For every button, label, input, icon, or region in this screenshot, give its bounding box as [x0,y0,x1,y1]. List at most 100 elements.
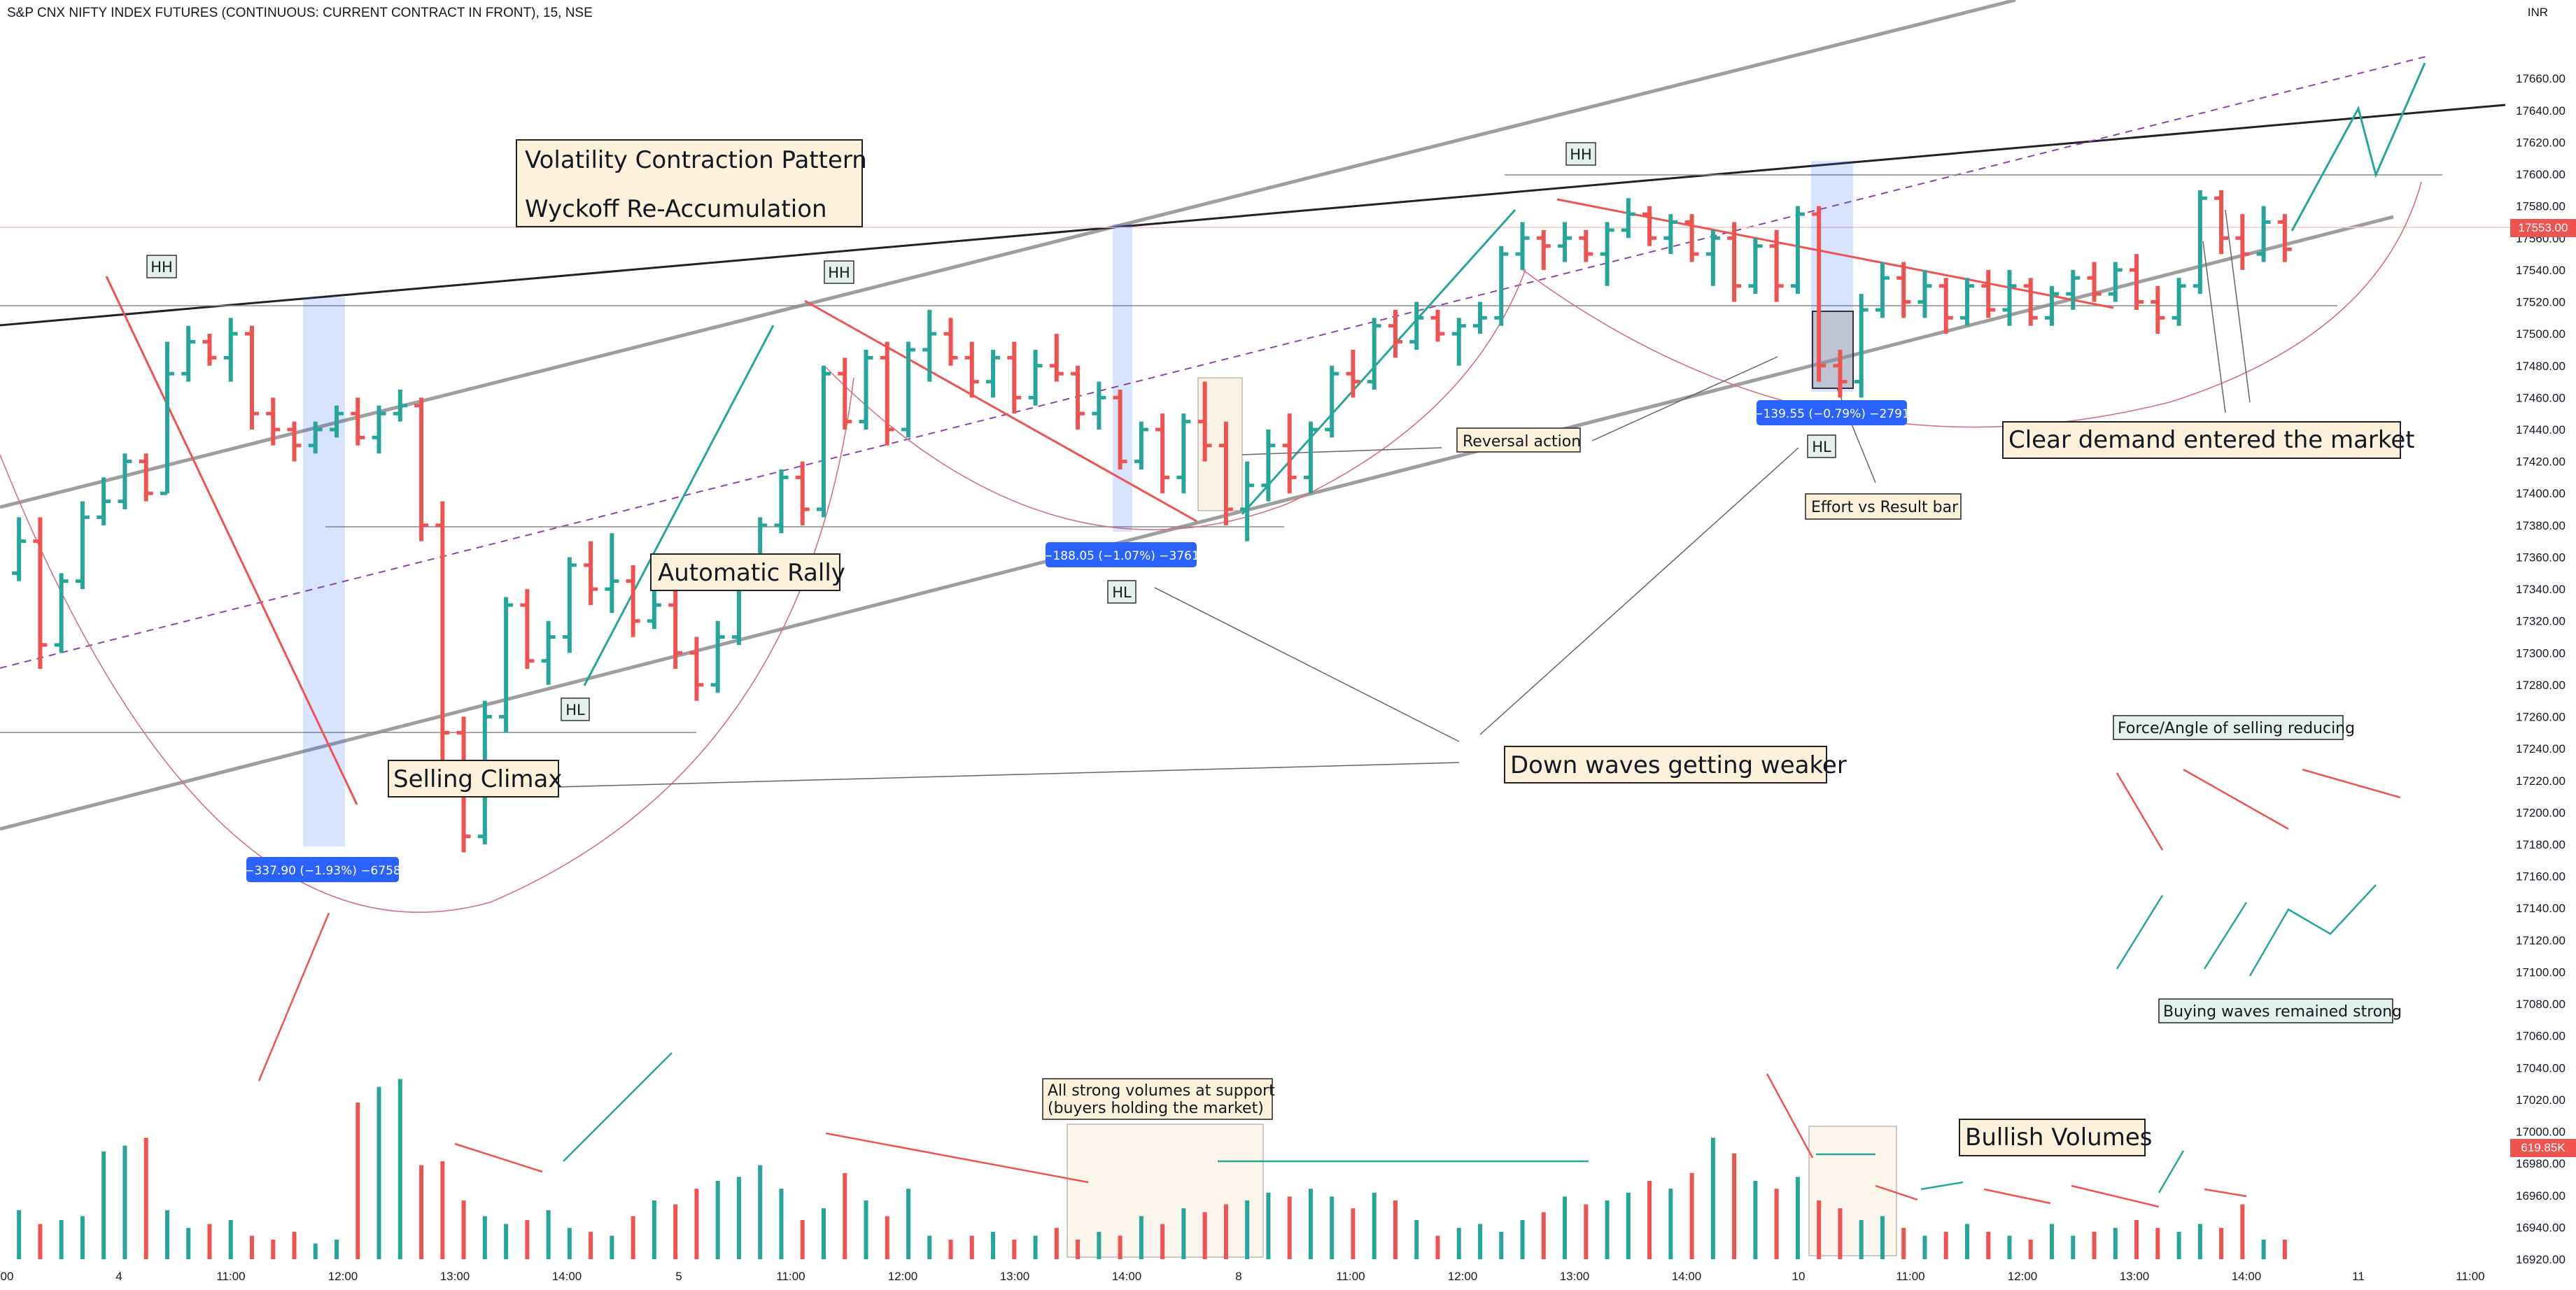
volume-bar [694,1189,699,1259]
time-tick-label: 14:00 [552,1270,582,1283]
vol-arrow-2 [563,1052,673,1162]
time-tick-label: 11:00 [216,1270,245,1283]
price-tick-label: 17220.00 [2516,774,2566,788]
vol-arrow-10 [2071,1184,2160,1208]
measure-label-3: −139.55 (−0.79%) −2791 [1753,400,1910,425]
time-tick-label: 13:00 [440,1270,470,1283]
time-axis: 00 4 11:00 12:00 13:00 14:00 5 11:00 12:00 13:00 1… [1,1270,2485,1283]
volume-bar [2197,1224,2202,1259]
svg-text:Down waves getting weaker: Down waves getting weaker [1510,751,1847,779]
volume-bars [17,1079,2287,1259]
time-tick-label: 13:00 [2120,1270,2150,1283]
price-tick-label: 17200.00 [2516,806,2566,819]
volume-bar [864,1200,868,1259]
svg-text:HH: HH [828,264,850,281]
selling-angle-arrow-2 [2183,768,2289,830]
volume-bar [715,1181,720,1259]
volume-bar [1478,1224,1483,1259]
price-tick-label: 17540.00 [2516,264,2566,277]
volume-bar [779,1189,784,1259]
vol-arrow-12 [2204,1188,2247,1198]
demand-pointer-1 [2202,241,2226,413]
volume-bar [906,1189,911,1259]
volume-bar [1308,1189,1313,1259]
pivot-hl-2: HL [1107,580,1136,604]
volume-bar [1520,1220,1525,1259]
volume-bar [1774,1189,1779,1259]
price-tick-label: 17260.00 [2516,711,2566,724]
time-tick-label: 11 [2352,1270,2365,1283]
svg-text:(buyers holding the market): (buyers holding the market) [1048,1100,1264,1117]
price-axis: 17660.00 17640.00 17620.00 17600.00 17580.00… [2512,0,2576,1290]
price-tick-label: 17080.00 [2516,998,2566,1011]
price-tick-label: 17400.00 [2516,487,2566,500]
svg-text:Force/Angle of selling reducin: Force/Angle of selling reducing [2118,720,2355,737]
note-vcp-text: Volatility Contraction Pattern [525,146,867,174]
price-tick-label: 17600.00 [2516,168,2566,181]
price-tick-label: 17480.00 [2516,360,2566,373]
price-tick-label: 17520.00 [2516,296,2566,309]
price-tick-label: 17280.00 [2516,679,2566,692]
price-axis-bg [2512,0,2576,1290]
volume-bar [1732,1153,1737,1259]
measure-label-1: −337.90 (−1.93%) −6758 [244,857,401,882]
volume-bar [631,1216,635,1259]
volume-bar [482,1216,487,1259]
volume-bar [440,1161,445,1259]
chart-title: S&P CNX NIFTY INDEX FUTURES (CONTINUOUS:… [7,6,593,20]
down-wave-arrow-1 [804,299,1197,523]
volume-bar [207,1224,212,1259]
volume-bar [164,1210,169,1259]
volume-bar [1245,1200,1250,1259]
vol-spike-arrow [258,912,330,1082]
volume-bar [2134,1220,2139,1259]
volume-bar [38,1224,43,1259]
price-tick-label: 17380.00 [2516,519,2566,532]
demand-pointer-2 [2225,209,2251,403]
time-tick-label: 8 [1235,1270,1241,1283]
vol-arrow-9 [1983,1188,2051,1205]
price-tick-label: 17060.00 [2516,1030,2566,1043]
pivot-hl-3: HL [1807,434,1836,458]
volume-bar [1160,1224,1165,1259]
note-selling-climax: Selling Climax [388,760,563,798]
volume-bar [1647,1181,1652,1259]
price-tick-label: 16980.00 [2516,1157,2566,1170]
volume-bar [2050,1224,2055,1259]
svg-text:HL: HL [565,702,585,718]
time-tick-label: 14:00 [1672,1270,1702,1283]
volume-bar [991,1231,996,1259]
price-tick-label: 17180.00 [2516,838,2566,851]
note-down-waves: Down waves getting weaker [1504,746,1847,784]
volume-bar [1097,1231,1102,1259]
note-clear-demand: Clear demand entered the market [2002,421,2415,459]
volume-bar [1563,1196,1568,1259]
time-tick-label: 4 [115,1270,122,1283]
volume-bar [1287,1196,1292,1259]
measure-label-2: −188.05 (−1.07%) −3761 [1043,542,1199,567]
vol-arrow-5 [1766,1073,1814,1158]
volume-bar [122,1145,127,1259]
volume-bar [1605,1200,1610,1259]
sc-down-arrow [105,276,358,805]
time-tick-label: 12:00 [2008,1270,2038,1283]
volume-bar [419,1165,424,1259]
volume-bar [2176,1231,2181,1259]
volume-bar [376,1086,381,1259]
price-tick-label: 17340.00 [2516,583,2566,596]
vol-arrow-11 [2158,1150,2185,1193]
volume-bar [1012,1240,1017,1259]
volume-bar [2219,1228,2224,1259]
volume-bar [736,1177,741,1259]
volume-bar [1435,1235,1440,1259]
volume-bar [969,1235,974,1259]
price-bars [12,190,2292,853]
ar-up-arrow [583,325,775,686]
volume-bar [2113,1228,2118,1259]
volume-bar [843,1172,847,1259]
volume-bar [271,1240,276,1259]
svg-text:Clear demand entered the marke: Clear demand entered the market [2008,426,2415,454]
reversal-pointer-1 [1241,447,1442,455]
volume-bar [2155,1228,2160,1259]
